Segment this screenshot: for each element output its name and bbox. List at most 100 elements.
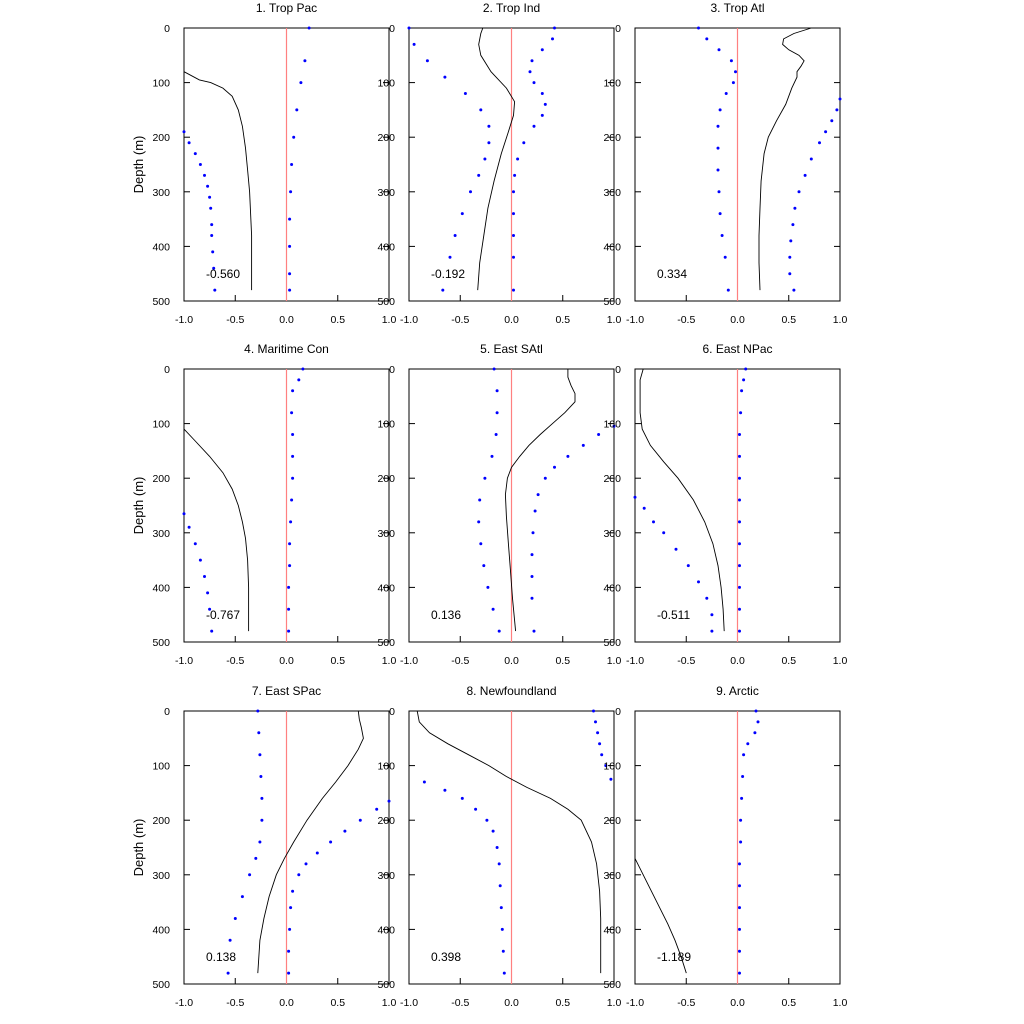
series-point-1: [738, 585, 741, 589]
series-point-2: [329, 840, 333, 844]
series-point-2: [533, 509, 537, 513]
x-tick-label: -0.5: [677, 997, 695, 1009]
y-tick-label: 400: [152, 924, 170, 936]
series-point-2: [792, 288, 796, 292]
series-point-1: [491, 607, 495, 611]
series-point-1: [479, 542, 483, 546]
y-tick-label: 100: [377, 419, 395, 431]
series-point-1: [448, 255, 452, 259]
series-line-0: [416, 710, 602, 974]
series-point-1: [289, 520, 293, 524]
series-point-2: [830, 119, 834, 123]
series-point-2: [208, 195, 212, 199]
y-tick-label: 100: [377, 761, 395, 773]
x-tick-label: 0.5: [555, 655, 570, 667]
series-point-1: [297, 378, 301, 382]
panel-annotation: -0.560: [206, 267, 240, 281]
series-point-1: [729, 59, 733, 63]
series-point-1: [495, 389, 499, 393]
series-point-1: [291, 433, 295, 436]
series-point-2: [809, 157, 813, 161]
series-point-1: [738, 971, 741, 975]
x-tick-label: -0.5: [226, 655, 244, 667]
series-point-1: [479, 108, 483, 112]
x-tick-label: 0.5: [781, 997, 796, 1009]
x-tick-label: -1.0: [175, 314, 193, 326]
series-point-1: [256, 709, 260, 713]
series-point-2: [512, 234, 515, 237]
series-point-1: [477, 520, 481, 524]
series-point-2: [206, 184, 210, 188]
series-point-1: [497, 629, 501, 633]
series-point-1: [738, 884, 741, 888]
series-point-2: [824, 130, 828, 134]
series-point-1: [495, 846, 499, 849]
series-point-2: [543, 102, 547, 106]
panel-annotation: -0.767: [206, 608, 240, 622]
series-point-1: [485, 818, 489, 822]
panel-title: 9. Arctic: [716, 684, 759, 698]
panel-7: 7. East SPac 0 100 200 300 400 500 -1.0 -0.5 0.0 0…: [131, 684, 396, 1009]
y-tick-label: 0: [164, 364, 170, 376]
series-point-2: [581, 443, 585, 447]
series-point-2: [612, 424, 616, 428]
series-point-2: [512, 190, 515, 194]
series-point-1: [738, 906, 741, 910]
series-point-1: [469, 190, 472, 194]
panel-annotation: 0.138: [206, 950, 236, 964]
series-point-1: [287, 585, 291, 589]
series-point-1: [478, 498, 482, 502]
series-point-2: [208, 607, 212, 611]
series-point-1: [453, 234, 457, 237]
series-point-1: [739, 818, 743, 822]
series-point-1: [463, 92, 467, 95]
y-tick-label: 100: [152, 761, 170, 773]
x-tick-label: -1.0: [400, 997, 418, 1009]
x-tick-label: -1.0: [175, 997, 193, 1009]
series-point-2: [522, 141, 526, 145]
series-point-1: [742, 753, 746, 757]
series-point-2: [210, 223, 214, 227]
series-point-2: [697, 580, 700, 584]
series-point-1: [254, 856, 258, 860]
series-point-1: [228, 938, 232, 942]
series-point-1: [301, 367, 305, 371]
series-point-1: [718, 108, 722, 112]
x-tick-label: 0.0: [279, 997, 294, 1009]
series-point-1: [498, 884, 502, 888]
series-point-2: [297, 873, 301, 877]
x-tick-label: 1.0: [607, 997, 622, 1009]
y-tick-label: 0: [615, 23, 621, 35]
series-point-1: [739, 840, 743, 844]
series-point-2: [540, 113, 544, 117]
series-point-1: [287, 607, 291, 611]
series-point-1: [441, 288, 445, 292]
series-point-1: [738, 520, 741, 524]
x-tick-label: -0.5: [451, 314, 469, 326]
series-point-1: [299, 81, 303, 85]
series-point-1: [500, 927, 504, 931]
y-tick-label: 400: [377, 924, 395, 936]
series-point-1: [258, 753, 262, 757]
series-point-1: [741, 775, 745, 778]
series-point-1: [738, 498, 741, 502]
series-point-1: [291, 389, 295, 393]
y-tick-label: 200: [603, 473, 621, 485]
panel-annotation: 0.398: [431, 950, 461, 964]
x-tick-label: -1.0: [400, 314, 418, 326]
series-point-1: [260, 818, 264, 822]
y-tick-label: 0: [164, 23, 170, 35]
series-point-2: [553, 26, 556, 30]
y-tick-label: 300: [377, 528, 395, 540]
series-point-2: [532, 124, 536, 128]
series-point-1: [495, 411, 499, 415]
series-point-1: [720, 234, 724, 237]
series-point-2: [536, 493, 540, 497]
series-point-1: [740, 389, 744, 393]
series-line-0: [758, 27, 812, 291]
series-point-1: [718, 212, 722, 216]
series-point-1: [288, 288, 292, 292]
y-tick-label: 200: [377, 473, 395, 485]
series-point-1: [474, 807, 478, 811]
series-point-2: [387, 799, 391, 803]
